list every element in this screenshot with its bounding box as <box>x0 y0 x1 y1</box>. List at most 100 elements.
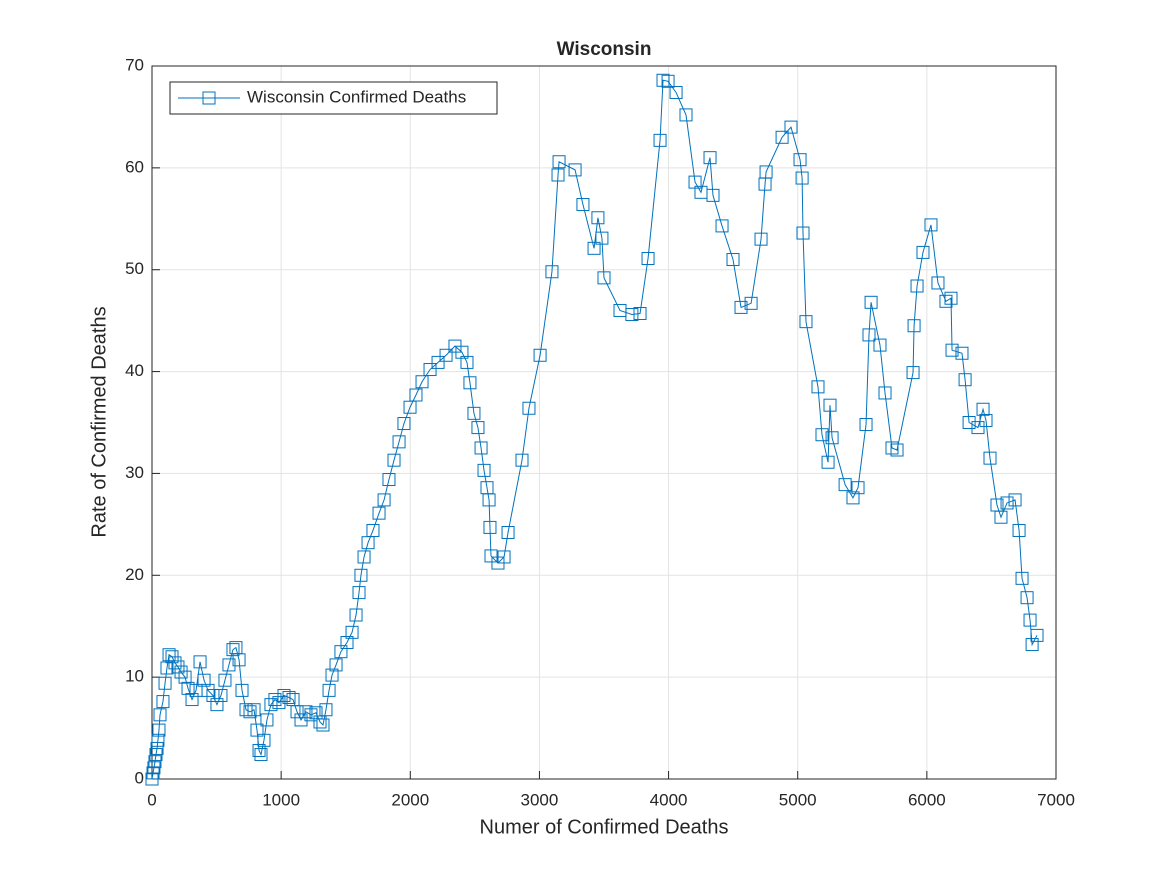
data-point <box>799 315 813 329</box>
data-point <box>484 549 498 563</box>
data-point <box>148 755 162 769</box>
plot-frame <box>151 65 1057 780</box>
data-point <box>945 343 959 357</box>
data-point <box>661 74 675 88</box>
data-point <box>146 766 160 780</box>
data-point <box>823 398 837 412</box>
data-point <box>1030 628 1044 642</box>
data-point <box>455 345 469 359</box>
data-point <box>247 703 261 717</box>
series-line <box>151 79 1038 780</box>
data-point <box>976 402 990 416</box>
data-point <box>218 673 232 687</box>
data-point <box>890 443 904 457</box>
x-tick-label: 5000 <box>779 790 817 809</box>
data-point <box>587 241 601 255</box>
data-point <box>160 661 174 675</box>
data-point <box>294 713 308 727</box>
data-point <box>181 681 195 695</box>
data-point <box>197 673 211 687</box>
data-point <box>625 308 639 322</box>
data-point <box>641 252 655 266</box>
data-point <box>1020 591 1034 605</box>
data-point <box>551 168 565 182</box>
data-point <box>349 608 363 622</box>
y-tick-label: 40 <box>125 361 144 380</box>
y-tick-label: 0 <box>135 768 144 787</box>
data-point <box>252 743 266 757</box>
data-point <box>1000 496 1014 510</box>
data-point <box>597 271 611 285</box>
data-point <box>907 319 921 333</box>
data-point <box>372 506 386 520</box>
data-point <box>679 108 693 122</box>
data-point <box>235 683 249 697</box>
data-point <box>340 636 354 650</box>
data-point <box>290 705 304 719</box>
data-point <box>522 401 536 415</box>
data-point <box>387 453 401 467</box>
data-point <box>656 73 670 87</box>
data-point <box>257 733 271 747</box>
data-point <box>983 451 997 465</box>
data-point <box>859 418 873 432</box>
data-point <box>210 698 224 712</box>
data-point <box>878 386 892 400</box>
data-point <box>873 338 887 352</box>
data-point <box>910 279 924 293</box>
data-point <box>460 355 474 369</box>
data-point <box>156 695 170 709</box>
data-point <box>150 741 164 755</box>
data-point <box>243 705 257 719</box>
data-point <box>409 388 423 402</box>
data-point <box>784 120 798 134</box>
data-point <box>309 706 323 720</box>
data-point <box>151 733 165 747</box>
data-point <box>153 708 167 722</box>
data-point <box>477 463 491 477</box>
data-point <box>254 748 268 762</box>
data-point <box>726 253 740 267</box>
data-point <box>706 188 720 202</box>
y-tick-label: 60 <box>125 157 144 176</box>
data-point <box>260 713 274 727</box>
data-point <box>345 625 359 639</box>
y-axis-label: Rate of Confirmed Deaths <box>88 306 110 537</box>
data-point <box>793 153 807 167</box>
data-point <box>1023 613 1037 627</box>
data-point <box>268 693 282 707</box>
data-point <box>377 493 391 507</box>
data-point <box>483 520 497 534</box>
data-point <box>415 375 429 389</box>
data-point <box>1015 571 1029 585</box>
data-point <box>316 718 330 732</box>
data-point <box>633 307 647 321</box>
data-point <box>352 586 366 600</box>
data-point <box>214 688 228 702</box>
data-point <box>851 481 865 495</box>
data-point <box>811 380 825 394</box>
data-point <box>958 373 972 387</box>
data-point <box>821 455 835 469</box>
data-point <box>591 211 605 225</box>
data-point <box>1008 493 1022 507</box>
data-point <box>206 688 220 702</box>
data-point <box>971 421 985 435</box>
data-point <box>497 550 511 564</box>
data-point <box>759 165 773 179</box>
data-point <box>715 219 729 233</box>
data-point <box>264 698 278 712</box>
data-point <box>944 291 958 305</box>
data-point <box>924 218 938 232</box>
data-point <box>744 296 758 310</box>
x-axis-label: Numer of Confirmed Deaths <box>480 816 729 838</box>
data-point <box>533 348 547 362</box>
data-point <box>994 510 1008 524</box>
data-point <box>501 526 515 540</box>
data-point <box>962 416 976 429</box>
data-point <box>471 421 485 435</box>
data-point <box>862 328 876 342</box>
data-point <box>1025 638 1039 652</box>
data-point <box>272 696 286 710</box>
